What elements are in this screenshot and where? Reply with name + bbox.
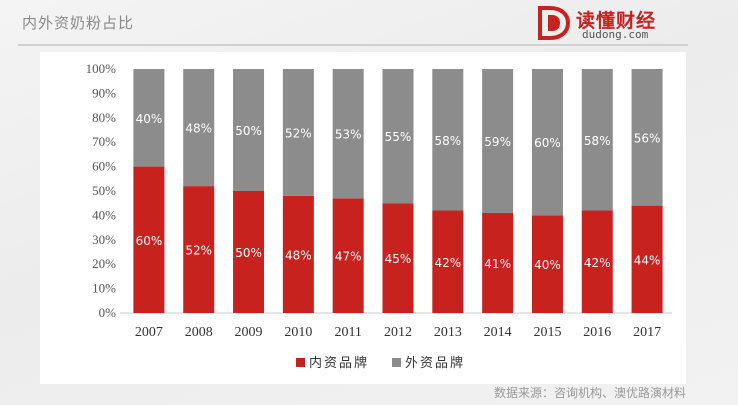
foreign-data-label: 58%: [434, 134, 461, 148]
foreign-data-label: 52%: [285, 126, 312, 140]
x-tick-label: 2012: [384, 325, 412, 340]
y-tick-label: 90%: [92, 85, 116, 100]
x-tick-label: 2014: [484, 325, 512, 340]
foreign-bar-segment: [133, 69, 165, 167]
y-tick-label: 40%: [92, 207, 116, 222]
x-tick-label: 2008: [185, 325, 213, 340]
foreign-data-label: 53%: [335, 128, 362, 142]
x-tick-label: 2016: [583, 325, 611, 340]
foreign-bar-segment: [183, 69, 215, 187]
domestic-data-label: 45%: [385, 252, 412, 266]
foreign-data-label: 48%: [185, 122, 212, 136]
foreign-data-label: 40%: [136, 112, 163, 126]
domestic-data-label: 42%: [584, 256, 611, 270]
foreign-bar-segment: [282, 69, 314, 196]
domestic-bar-segment: [332, 198, 364, 313]
foreign-data-label: 58%: [584, 134, 611, 148]
foreign-bar-segment: [631, 69, 663, 206]
stacked-bar-chart: 0% 10% 20% 30% 40% 50% 60% 70% 80% 90% 100% 60% 40% 2…: [86, 61, 672, 371]
foreign-bar-segment: [432, 69, 464, 211]
domestic-data-label: 47%: [335, 250, 362, 264]
foreign-bar-segment: [531, 69, 563, 216]
foreign-data-label: 56%: [634, 131, 661, 145]
y-tick-label: 70%: [92, 134, 116, 149]
dudong-logo-icon: [538, 6, 571, 40]
x-tick-label: 2013: [434, 325, 462, 340]
domestic-bar-segment: [133, 166, 165, 313]
foreign-bar-segment: [233, 69, 265, 191]
y-tick-label: 80%: [92, 110, 116, 125]
header-divider: [18, 44, 688, 46]
legend-swatch: [296, 358, 305, 367]
x-tick-label: 2010: [284, 325, 312, 340]
domestic-data-label: 48%: [285, 248, 312, 262]
domestic-bar-segment: [382, 203, 414, 313]
domestic-bar-segment: [282, 195, 314, 313]
domestic-bar-segment: [482, 212, 514, 313]
logo-name: 读懂财经: [576, 10, 657, 32]
domestic-bar-segment: [183, 186, 215, 313]
domestic-bar-segment: [233, 191, 265, 313]
y-tick-label: 100%: [86, 61, 117, 76]
y-tick-label: 30%: [92, 232, 116, 247]
domestic-data-label: 41%: [484, 257, 511, 271]
domestic-bar-segment: [581, 210, 613, 313]
x-tick-label: 2007: [135, 325, 163, 340]
page-title: 内外资奶粉占比: [22, 14, 135, 32]
source-note: 数据来源：咨询机构、澳优路演材料: [493, 386, 686, 400]
legend-label: 外资品牌: [405, 355, 465, 371]
foreign-bar-segment: [482, 69, 514, 213]
foreign-data-label: 59%: [484, 135, 511, 149]
legend-swatch: [392, 358, 401, 367]
foreign-data-label: 55%: [385, 130, 412, 144]
x-tick-label: 2009: [235, 325, 263, 340]
domestic-data-label: 44%: [634, 253, 661, 267]
domestic-data-label: 42%: [434, 256, 461, 270]
foreign-data-label: 60%: [534, 136, 561, 150]
y-tick-label: 50%: [92, 183, 116, 198]
x-tick-label: 2015: [533, 325, 561, 340]
y-tick-label: 10%: [92, 281, 116, 296]
domestic-bar-segment: [631, 205, 663, 313]
foreign-bar-segment: [332, 69, 364, 199]
y-tick-label: 60%: [92, 159, 116, 174]
brand-logo: 读懂财经 dudong.com: [536, 4, 696, 42]
domestic-data-label: 40%: [534, 258, 561, 272]
foreign-bar-segment: [382, 69, 414, 204]
logo-domain: dudong.com: [582, 28, 649, 41]
foreign-data-label: 50%: [235, 124, 262, 138]
x-tick-label: 2017: [633, 325, 661, 340]
y-tick-label: 20%: [92, 256, 116, 271]
y-tick-label: 0%: [99, 305, 117, 320]
domestic-bar-segment: [531, 215, 563, 313]
domestic-data-label: 50%: [235, 246, 262, 260]
x-tick-label: 2011: [334, 325, 361, 340]
domestic-data-label: 52%: [185, 244, 212, 258]
legend-label: 内资品牌: [309, 355, 369, 371]
chart-panel: 0% 10% 20% 30% 40% 50% 60% 70% 80% 90% 100% 60% 40% 2…: [40, 52, 686, 384]
domestic-data-label: 60%: [136, 234, 163, 248]
domestic-bar-segment: [432, 210, 464, 313]
foreign-bar-segment: [581, 69, 613, 211]
